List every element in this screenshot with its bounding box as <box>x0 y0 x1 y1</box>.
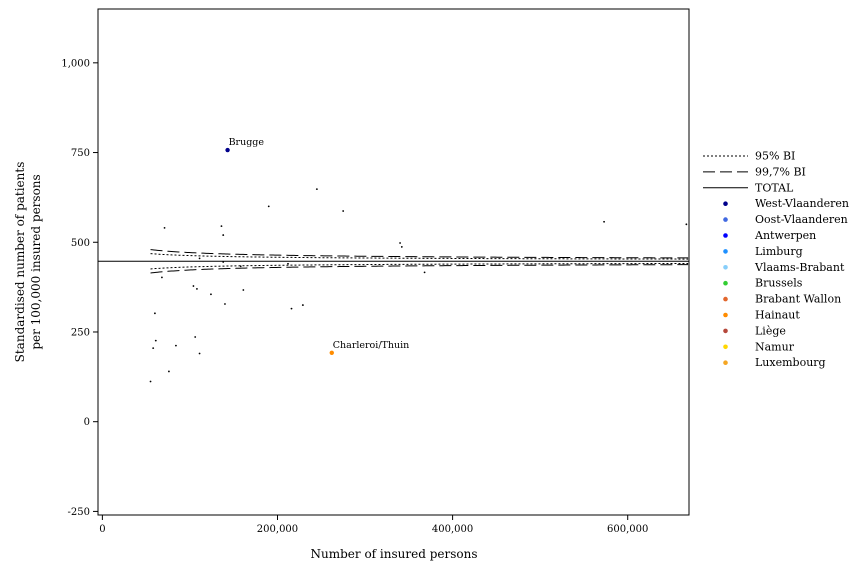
band-99-7-lower-line <box>150 264 689 274</box>
legend-label-99-7: 99,7% BI <box>755 165 806 178</box>
legend-marker-luxembourg <box>723 360 728 366</box>
data-point <box>301 304 304 306</box>
band-99-7-upper-line <box>150 249 689 259</box>
data-point <box>152 347 155 350</box>
legend: 95% BI 99,7% BI TOTAL West-Vlaanderen Oost-V… <box>703 150 849 369</box>
data-point <box>163 227 166 229</box>
legend-marker-brussels <box>723 280 728 286</box>
data-point <box>222 261 225 263</box>
data-point <box>154 312 156 315</box>
legend-label-liege: Liège <box>755 324 786 337</box>
legend-label-hainaut: Hainaut <box>755 309 800 322</box>
point-label-brugge: Brugge <box>229 137 265 148</box>
data-point <box>399 242 401 244</box>
data-point <box>239 265 242 268</box>
x-axis-label: Number of insured persons <box>311 547 478 561</box>
legend-marker-brabant-wallon <box>723 296 728 302</box>
data-point <box>315 188 318 191</box>
x-tick-label: 600,000 <box>607 524 648 535</box>
data-point <box>161 276 163 279</box>
legend-label-total: TOTAL <box>755 181 794 194</box>
legend-label-brussels: Brussels <box>755 277 803 290</box>
data-point <box>242 289 245 291</box>
y-axis-label-line-2: per 100,000 insured persons <box>29 174 43 349</box>
data-point <box>149 380 152 383</box>
legend-label-limburg: Limburg <box>755 245 803 258</box>
y-tick-label: 500 <box>71 238 90 249</box>
legend-label-95: 95% BI <box>755 150 795 163</box>
data-point <box>290 307 293 310</box>
legend-marker-namur <box>723 344 728 350</box>
legend-marker-vlaams-brabant <box>723 265 728 270</box>
legend-label-antwerpen: Antwerpen <box>754 229 816 242</box>
legend-label-brabant-wallon: Brabant Wallon <box>755 293 841 306</box>
legend-label-namur: Namur <box>755 340 795 353</box>
y-tick-label: 0 <box>84 417 90 428</box>
data-point <box>175 344 177 347</box>
legend-marker-antwerpen <box>723 233 728 238</box>
legend-label-vlaams-brabant: Vlaams-Brabant <box>754 261 845 274</box>
data-point <box>224 303 226 305</box>
band-95-upper-line <box>150 253 689 260</box>
band-95-lower-line <box>150 262 689 270</box>
data-point <box>210 293 212 296</box>
data-point <box>423 271 426 274</box>
data-point <box>222 234 225 236</box>
data-point <box>198 352 201 355</box>
legend-marker-limburg <box>723 249 728 254</box>
data-point <box>168 370 170 373</box>
data-point <box>198 257 201 260</box>
data-point <box>194 336 197 338</box>
data-point <box>192 285 195 287</box>
point-label-charleroi-thuin: Charleroi/Thuin <box>333 340 409 351</box>
data-point <box>196 288 198 290</box>
y-tick-label: 750 <box>71 148 90 159</box>
legend-label-west-vlaanderen: West-Vlaanderen <box>755 197 849 210</box>
data-point <box>603 220 605 223</box>
y-axis-label-line-1: Standardised number of patients <box>13 162 27 363</box>
data-point <box>342 210 345 212</box>
legend-marker-west-vlaanderen <box>723 201 728 206</box>
data-point <box>154 339 157 342</box>
y-tick-label: 250 <box>71 327 90 338</box>
x-tick-label: 0 <box>99 524 105 535</box>
point-brugge <box>225 147 230 153</box>
data-point <box>400 246 403 248</box>
legend-label-oost-vlaanderen: Oost-Vlaanderen <box>755 213 848 226</box>
data-point <box>287 262 289 265</box>
data-point <box>267 205 270 208</box>
legend-marker-liege <box>723 328 728 334</box>
x-tick-label: 400,000 <box>432 524 473 535</box>
data-point <box>685 223 688 226</box>
legend-marker-oost-vlaanderen <box>723 217 728 222</box>
x-tick-label: 200,000 <box>257 524 298 535</box>
point-charleroi-thuin <box>329 350 334 355</box>
y-tick-label: 1,000 <box>61 58 90 69</box>
legend-label-luxembourg: Luxembourg <box>755 356 826 369</box>
data-point <box>220 225 223 228</box>
legend-marker-hainaut <box>723 312 728 318</box>
y-tick-label: -250 <box>68 507 90 518</box>
plot-area-frame <box>97 8 690 516</box>
